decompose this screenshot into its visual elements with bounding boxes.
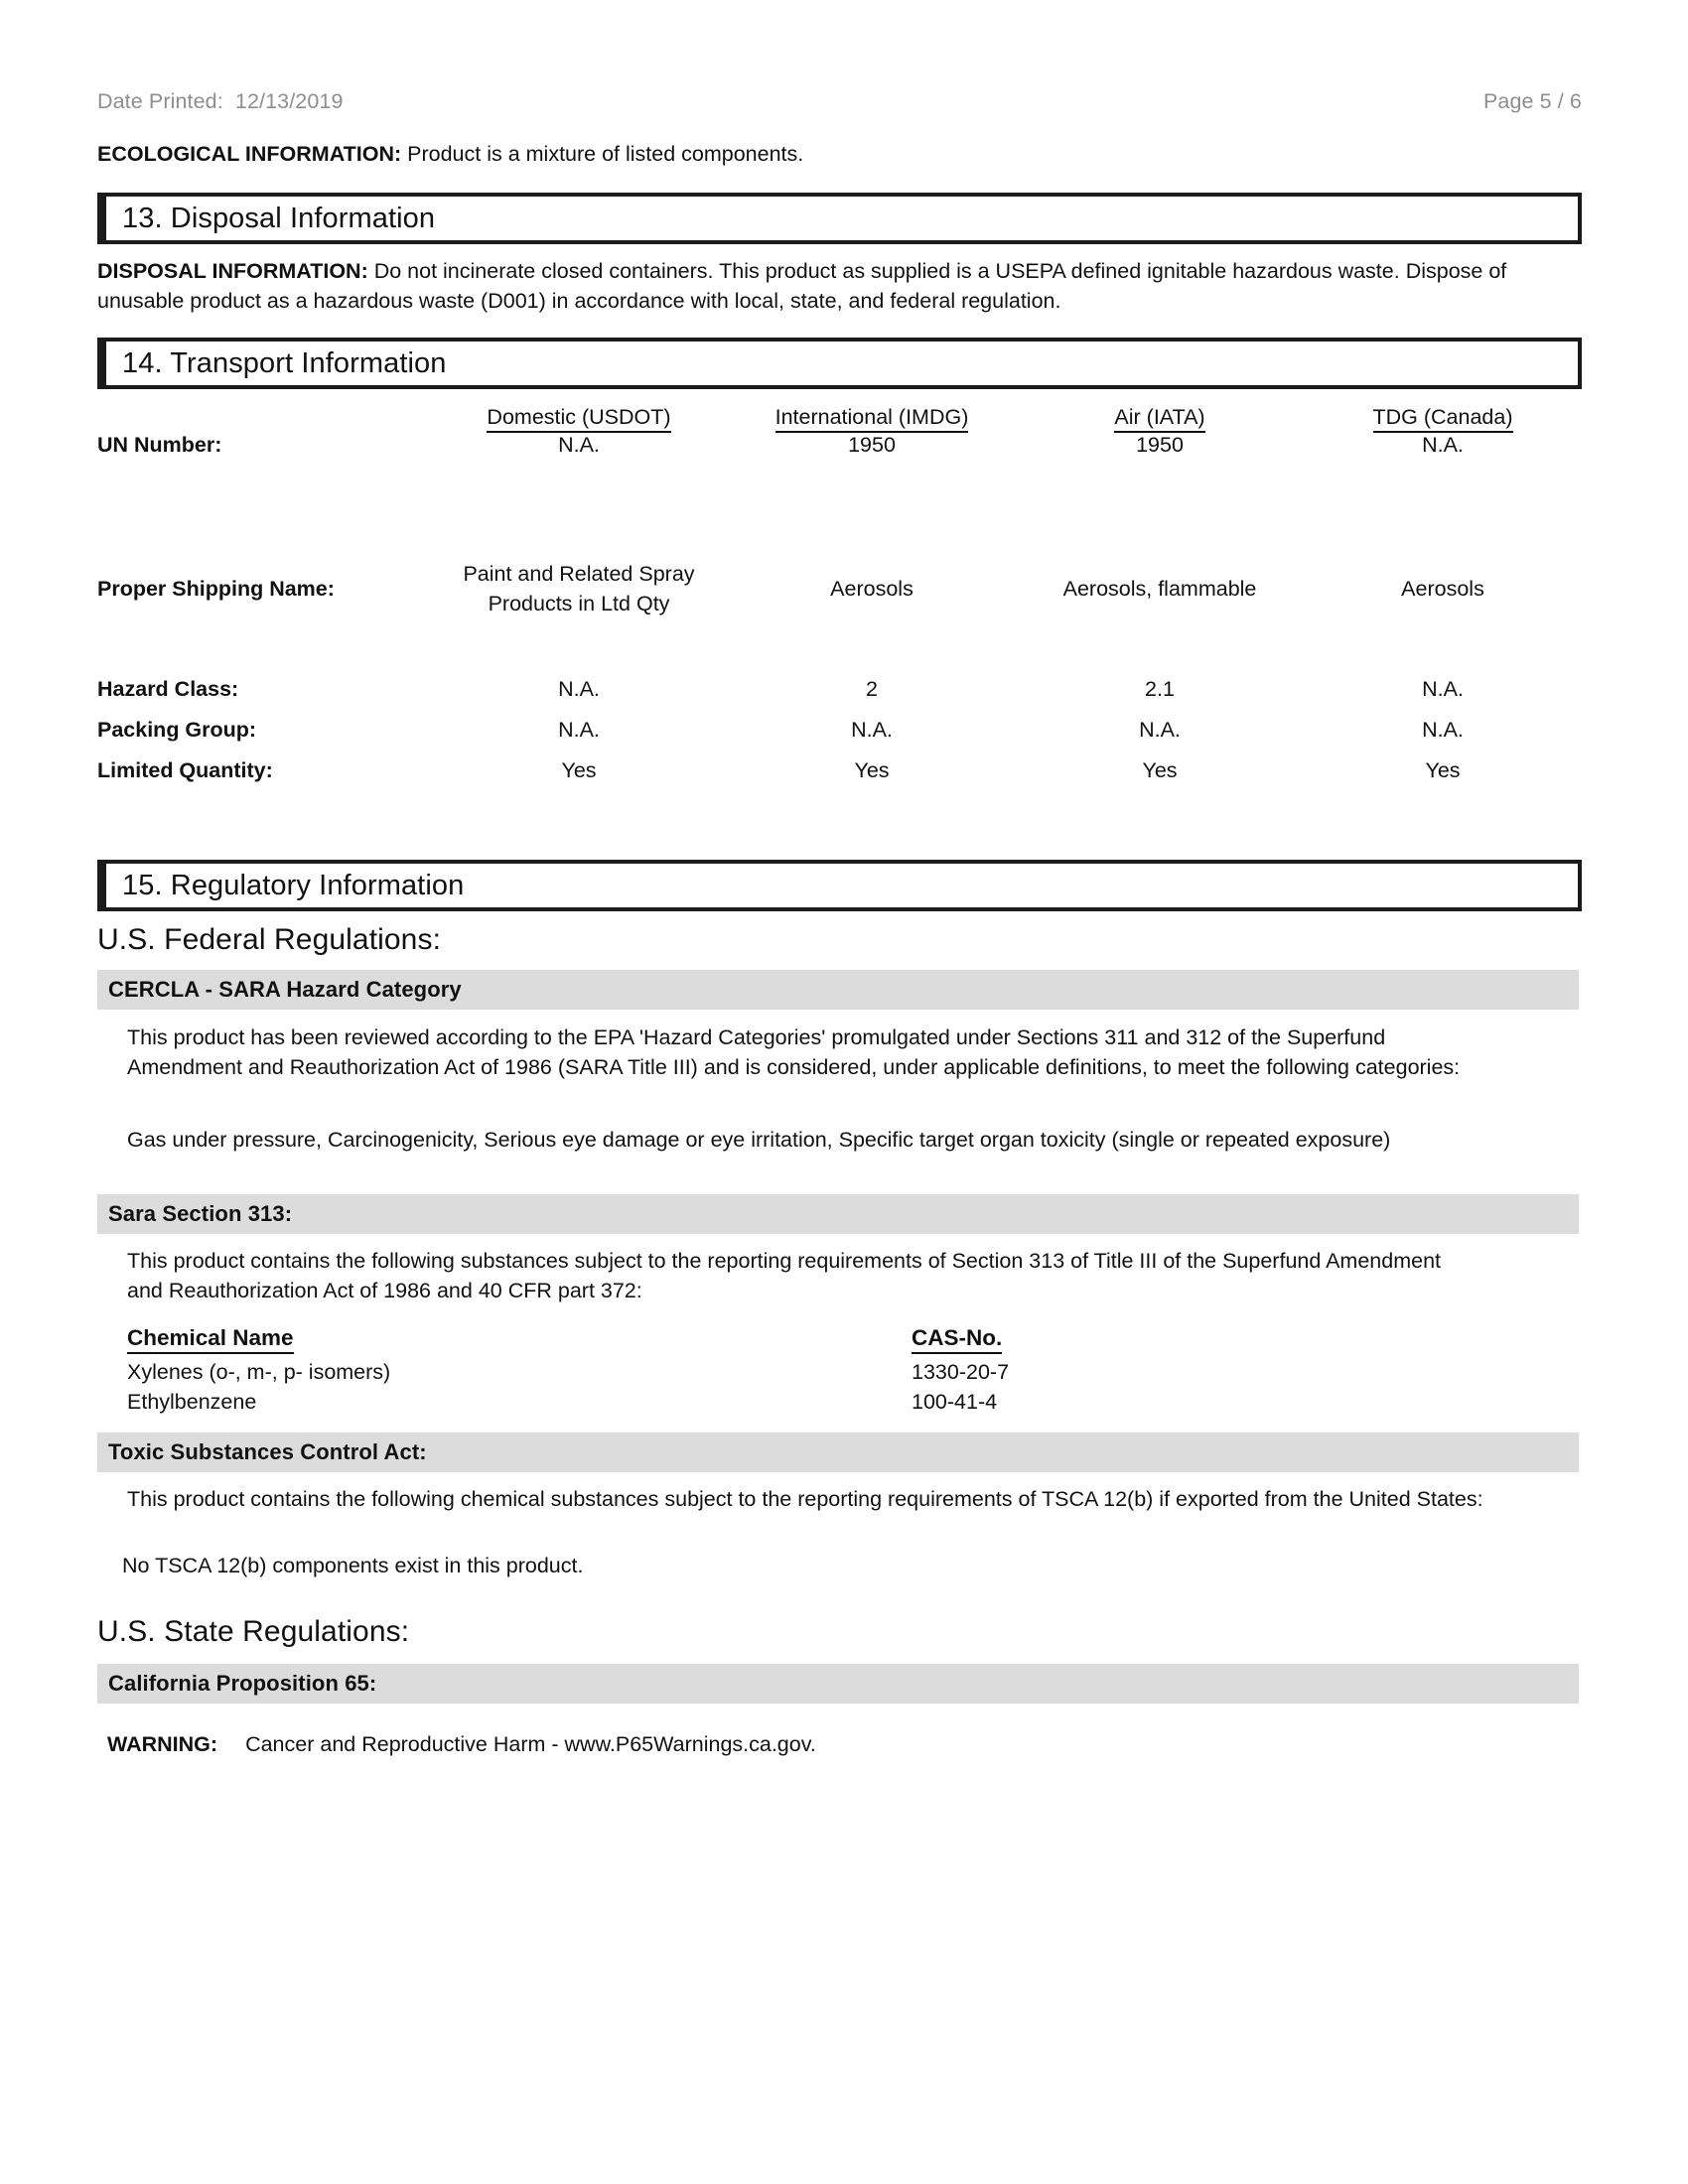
cell-un-number-domestic: N.A. (558, 433, 600, 457)
cas-no-xylenes: 1330-20-7 (912, 1360, 1010, 1384)
table-row: Packing Group: N.A. N.A. N.A. N.A. (97, 718, 1582, 758)
cell-hazard-class-air: 2.1 (1145, 677, 1175, 701)
section-13-title: 13. Disposal Information (122, 202, 436, 234)
cell-hazard-class-international: 2 (866, 677, 878, 701)
cercla-sara-hazard-category-band: CERCLA - SARA Hazard Category (97, 970, 1579, 1010)
cell-hazard-class-domestic: N.A. (558, 677, 600, 701)
chemical-name-ethylbenzene: Ethylbenzene (127, 1390, 257, 1414)
cell-limited-quantity-international: Yes (854, 758, 890, 782)
table-row: UN Number: N.A. 1950 1950 N.A. (97, 433, 1582, 500)
prop-65-warning-text: Cancer and Reproductive Harm - www.P65Wa… (245, 1732, 816, 1756)
prop-65-warning-label: WARNING: (107, 1732, 218, 1756)
cas-no-ethylbenzene: 100-41-4 (912, 1390, 998, 1414)
transport-column-header-international: International (IMDG) (728, 397, 1016, 433)
section-14-header: 14. Transport Information (97, 338, 1582, 389)
transport-information-table: Domestic (USDOT) International (IMDG) Ai… (97, 397, 1582, 799)
cell-hazard-class-tdg: N.A. (1422, 677, 1464, 701)
toxic-substances-control-act-band: Toxic Substances Control Act: (97, 1433, 1579, 1472)
sara-313-band-label: Sara Section 313: (108, 1201, 293, 1226)
transport-table-corner-cell (97, 397, 430, 433)
california-proposition-65-band: California Proposition 65: (97, 1664, 1579, 1704)
prop-65-band-label: California Proposition 65: (108, 1671, 377, 1696)
row-label-limited-quantity: Limited Quantity: (97, 758, 273, 782)
page-header: Date Printed: 12/13/2019 Page 5 / 6 (97, 89, 1582, 114)
cell-packing-group-international: N.A. (851, 718, 893, 742)
ecological-information-label: ECOLOGICAL INFORMATION: (97, 142, 402, 166)
sara-313-chemical-table: Chemical Name CAS-No. Xylenes (o-, m-, p… (127, 1325, 1219, 1416)
cell-limited-quantity-tdg: Yes (1425, 758, 1461, 782)
cell-un-number-international: 1950 (848, 433, 896, 457)
disposal-information-text: Do not incinerate closed containers. Thi… (97, 259, 1507, 313)
tsca-note: No TSCA 12(b) components exist in this p… (122, 1554, 584, 1577)
table-row: Proper Shipping Name: Paint and Related … (97, 500, 1582, 677)
transport-column-header-tdg: TDG (Canada) (1304, 397, 1582, 433)
cell-un-number-tdg: N.A. (1422, 433, 1464, 457)
page-number: Page 5 / 6 (1482, 89, 1582, 113)
table-row: Limited Quantity: Yes Yes Yes Yes (97, 758, 1582, 799)
chemical-name-column-header: Chemical Name (127, 1325, 912, 1356)
tsca-band-label: Toxic Substances Control Act: (108, 1439, 427, 1464)
table-row: Ethylbenzene 100-41-4 (127, 1386, 1219, 1416)
cell-packing-group-air: N.A. (1139, 718, 1181, 742)
cercla-paragraph-2: Gas under pressure, Carcinogenicity, Ser… (127, 1128, 1391, 1152)
transport-column-header-domestic: Domestic (USDOT) (430, 397, 728, 433)
row-label-packing-group: Packing Group: (97, 718, 257, 742)
section-15-header: 15. Regulatory Information (97, 860, 1582, 911)
row-label-un-number: UN Number: (97, 433, 222, 457)
cell-limited-quantity-air: Yes (1142, 758, 1178, 782)
date-printed: Date Printed: 12/13/2019 (97, 89, 344, 113)
us-state-regulations-heading: U.S. State Regulations: (97, 1615, 410, 1648)
row-label-hazard-class: Hazard Class: (97, 677, 239, 701)
cercla-paragraph-1: This product has been reviewed according… (127, 1025, 1461, 1079)
cell-shipping-name-international: Aerosols (830, 576, 914, 601)
table-row: Hazard Class: N.A. 2 2.1 N.A. (97, 677, 1582, 718)
tsca-paragraph: This product contains the following chem… (127, 1487, 1483, 1511)
cas-no-column-header: CAS-No. (912, 1325, 1219, 1356)
section-15-title: 15. Regulatory Information (122, 869, 465, 901)
cell-packing-group-tdg: N.A. (1422, 718, 1464, 742)
cell-shipping-name-domestic: Paint and Related Spray Products in Ltd … (463, 562, 695, 615)
sara-313-paragraph: This product contains the following subs… (127, 1249, 1442, 1302)
cell-packing-group-domestic: N.A. (558, 718, 600, 742)
cercla-band-label: CERCLA - SARA Hazard Category (108, 977, 462, 1002)
disposal-information-paragraph: DISPOSAL INFORMATION: Do not incinerate … (97, 256, 1582, 316)
table-row: Xylenes (o-, m-, p- isomers) 1330-20-7 (127, 1356, 1219, 1386)
transport-column-header-air: Air (IATA) (1016, 397, 1304, 433)
ecological-information-line: ECOLOGICAL INFORMATION: Product is a mix… (97, 139, 1582, 169)
disposal-information-label: DISPOSAL INFORMATION: (97, 259, 368, 283)
sara-section-313-band: Sara Section 313: (97, 1194, 1579, 1234)
cell-limited-quantity-domestic: Yes (561, 758, 597, 782)
cell-un-number-air: 1950 (1136, 433, 1184, 457)
section-13-header: 13. Disposal Information (97, 193, 1582, 244)
cell-shipping-name-air: Aerosols, flammable (1062, 576, 1257, 601)
us-federal-regulations-heading: U.S. Federal Regulations: (97, 923, 442, 956)
section-14-title: 14. Transport Information (122, 346, 447, 379)
row-label-proper-shipping-name: Proper Shipping Name: (97, 576, 335, 601)
prop-65-warning-row: WARNING: Cancer and Reproductive Harm - … (107, 1732, 816, 1757)
cell-shipping-name-tdg: Aerosols (1401, 576, 1484, 601)
chemical-name-xylenes: Xylenes (o-, m-, p- isomers) (127, 1360, 391, 1384)
ecological-information-text: Product is a mixture of listed component… (401, 142, 804, 166)
chemical-table-header-row: Chemical Name CAS-No. (127, 1325, 1219, 1356)
transport-table-header-row: Domestic (USDOT) International (IMDG) Ai… (97, 397, 1582, 433)
